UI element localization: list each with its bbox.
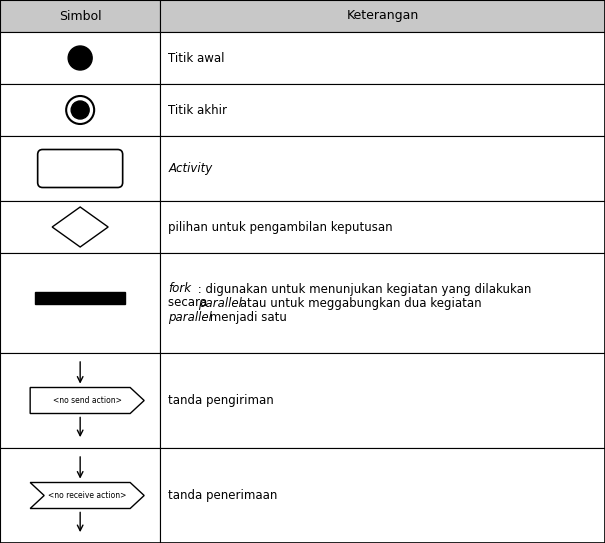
Text: <no send action>: <no send action> [53,396,122,405]
Bar [0,32,160,84]
Bar [0,0,160,32]
Bar [160,84,605,136]
Bar [0,253,160,353]
Text: secara: secara [168,296,211,310]
Bar [0,353,160,448]
Text: parallel: parallel [168,311,212,324]
Bar [160,201,605,253]
Text: <no receive action>: <no receive action> [48,491,126,500]
Bar [0,448,160,543]
Bar [0,84,160,136]
FancyBboxPatch shape [38,149,123,187]
Text: Titik akhir: Titik akhir [168,104,227,117]
Bar [160,448,605,543]
Text: fork: fork [168,282,191,295]
Text: Activity: Activity [168,162,212,175]
Bar [160,136,605,201]
Bar [35,292,125,304]
Bar [160,253,605,353]
Text: tanda penerimaan: tanda penerimaan [168,489,278,502]
Text: atau untuk meggabungkan dua kegiatan: atau untuk meggabungkan dua kegiatan [237,296,482,310]
Bar [160,0,605,32]
Text: menjadi satu: menjadi satu [206,311,287,324]
Polygon shape [30,388,144,414]
Bar [160,353,605,448]
Bar [0,201,160,253]
Text: tanda pengiriman: tanda pengiriman [168,394,274,407]
Text: parallel: parallel [198,296,242,310]
Circle shape [68,46,92,70]
Text: : digunakan untuk menunjukan kegiatan yang dilakukan: : digunakan untuk menunjukan kegiatan ya… [194,282,532,295]
Text: Simbol: Simbol [59,9,102,22]
Text: Titik awal: Titik awal [168,52,225,65]
Circle shape [71,101,89,119]
Text: Keterangan: Keterangan [347,9,419,22]
Circle shape [66,96,94,124]
Polygon shape [52,207,108,247]
Bar [160,32,605,84]
Bar [0,136,160,201]
Text: pilihan untuk pengambilan keputusan: pilihan untuk pengambilan keputusan [168,220,393,233]
Polygon shape [30,483,144,508]
